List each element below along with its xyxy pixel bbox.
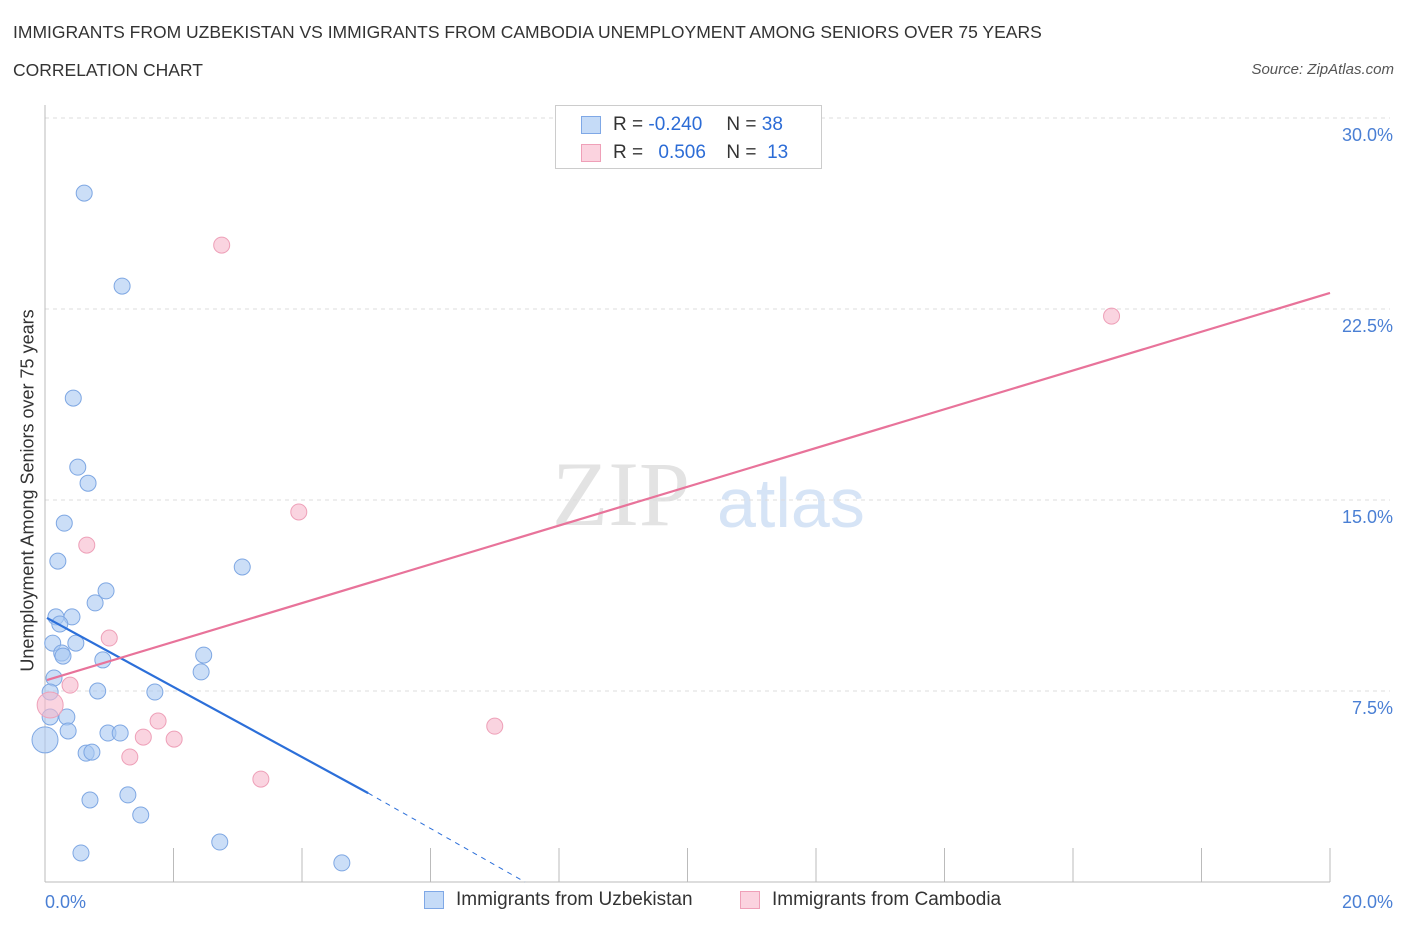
- blue-swatch: [424, 891, 444, 909]
- stats-legend: R = -0.240 N = 38 R = 0.506 N = 13: [555, 105, 822, 169]
- watermark-zip: ZIP: [552, 443, 690, 545]
- data-point: [31, 726, 59, 754]
- data-point: [195, 646, 213, 664]
- data-point: [211, 833, 229, 851]
- r-label: R =: [613, 114, 644, 135]
- data-point: [134, 728, 152, 746]
- legend-row-cambodia: R = 0.506 N = 13: [581, 141, 788, 165]
- n-label: N =: [726, 114, 757, 135]
- data-point: [59, 722, 77, 740]
- data-point: [55, 514, 73, 532]
- data-point: [192, 663, 210, 681]
- source-label: Source: ZipAtlas.com: [1251, 61, 1394, 78]
- data-point: [64, 389, 82, 407]
- data-point: [83, 743, 101, 761]
- n-value: 38: [761, 114, 783, 135]
- data-point: [36, 691, 64, 719]
- data-point: [100, 629, 118, 647]
- x-tick-label: 0.0%: [45, 892, 86, 912]
- data-point: [86, 594, 104, 612]
- data-point: [54, 647, 72, 665]
- data-point: [233, 558, 251, 576]
- data-point: [81, 791, 99, 809]
- data-point: [132, 806, 150, 824]
- data-point: [146, 683, 164, 701]
- y-tick-label: 7.5%: [1352, 698, 1393, 718]
- r-value: 0.506: [658, 142, 706, 163]
- y-axis-label: Unemployment Among Seniors over 75 years: [17, 309, 38, 672]
- trend-line-extension: [367, 792, 526, 883]
- data-point: [213, 236, 231, 254]
- chart-title: IMMIGRANTS FROM UZBEKISTAN VS IMMIGRANTS…: [13, 22, 1042, 42]
- data-point: [1103, 307, 1121, 325]
- n-value: 13: [767, 142, 789, 163]
- y-tick-label: 22.5%: [1342, 316, 1393, 336]
- data-point: [165, 730, 183, 748]
- data-point: [75, 184, 93, 202]
- data-point: [121, 748, 139, 766]
- r-value: -0.240: [648, 114, 703, 135]
- data-point: [97, 582, 115, 600]
- data-point: [78, 536, 96, 554]
- trend-line: [46, 291, 1331, 682]
- legend-item-cambodia: Immigrants from Cambodia: [740, 889, 1001, 911]
- y-tick-label: 30.0%: [1342, 125, 1393, 145]
- data-point: [290, 503, 308, 521]
- data-point: [72, 844, 90, 862]
- data-point: [79, 474, 97, 492]
- y-tick-label: 15.0%: [1342, 507, 1393, 527]
- x-tick-label: 20.0%: [1342, 892, 1393, 912]
- data-point: [61, 676, 79, 694]
- watermark-atlas: atlas: [717, 464, 865, 542]
- data-point: [486, 717, 504, 735]
- n-label: N =: [726, 142, 757, 163]
- chart-subtitle: CORRELATION CHART: [13, 60, 203, 80]
- data-point: [252, 770, 270, 788]
- pink-swatch: [581, 144, 601, 162]
- data-point: [333, 854, 351, 872]
- pink-swatch: [740, 891, 760, 909]
- series-label: Immigrants from Cambodia: [772, 889, 1002, 910]
- trend-line: [46, 616, 369, 795]
- r-label: R =: [613, 142, 644, 163]
- series-label: Immigrants from Uzbekistan: [456, 889, 693, 910]
- data-point: [149, 712, 167, 730]
- data-point: [69, 458, 87, 476]
- data-point: [49, 552, 67, 570]
- data-point: [111, 724, 129, 742]
- legend-item-uzbekistan: Immigrants from Uzbekistan: [424, 889, 693, 911]
- data-point: [113, 277, 131, 295]
- data-point: [67, 634, 85, 652]
- data-point: [119, 786, 137, 804]
- legend-row-uzbekistan: R = -0.240 N = 38: [581, 113, 783, 137]
- blue-swatch: [581, 116, 601, 134]
- data-point: [89, 682, 107, 700]
